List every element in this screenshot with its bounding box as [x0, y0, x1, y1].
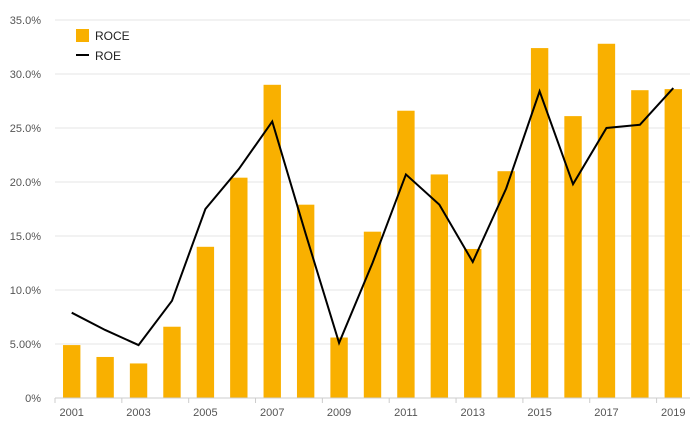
bar-roce-2019 [664, 89, 682, 399]
y-tick-label: 25.0% [10, 123, 41, 135]
x-tick-label: 2001 [59, 407, 83, 419]
y-tick-label: 20.0% [10, 177, 41, 189]
y-axis-ticks: 0% 5.00% 10.0% 15.0% 20.0% 25.0% 30.0% 35.0% [10, 15, 41, 405]
bar-roce-2004 [163, 326, 181, 398]
y-tick-label: 10.0% [10, 285, 41, 297]
y-tick-label: 35.0% [10, 15, 41, 27]
x-tick-label: 2009 [327, 407, 351, 419]
bar-roce-2001 [63, 345, 81, 398]
bar-roce-2007 [263, 84, 281, 399]
x-tick-label: 2011 [394, 407, 418, 419]
bar-roce-2009 [330, 337, 348, 398]
x-tick-label: 2005 [193, 407, 217, 419]
bar-roce-2005 [196, 246, 215, 398]
x-tick-label: 2015 [527, 407, 551, 419]
bar-roce-2015 [530, 48, 549, 399]
x-tick-label: 2019 [661, 407, 685, 419]
legend-label-roe: ROE [95, 49, 121, 63]
y-tick-label: 5.00% [10, 339, 41, 351]
x-axis-ticks: 2001 2003 2005 2007 2009 2011 2013 2015 2017 2019 [54, 398, 686, 419]
bar-roce-2018 [631, 90, 649, 398]
legend-label-roce: ROCE [95, 29, 130, 43]
y-tick-label: 0% [25, 393, 41, 405]
roce-bars [63, 43, 682, 399]
y-tick-label: 15.0% [10, 231, 41, 243]
x-tick-label: 2003 [126, 407, 150, 419]
bar-roce-2003 [129, 363, 148, 398]
y-tick-label: 30.0% [10, 69, 41, 81]
bar-roce-2010 [363, 231, 382, 398]
bar-roce-2008 [296, 204, 315, 398]
bar-roce-2011 [397, 110, 415, 398]
x-tick-label: 2013 [461, 407, 485, 419]
x-tick-label: 2017 [594, 407, 618, 419]
bar-roce-2012 [430, 174, 449, 398]
legend: ROCE ROE [76, 29, 130, 63]
bar-roce-2006 [230, 177, 248, 398]
bar-roce-2002 [96, 356, 114, 398]
legend-swatch-roce [76, 29, 89, 42]
x-tick-label: 2007 [260, 407, 284, 419]
bar-roce-2013 [464, 248, 482, 398]
bar-roce-2014 [497, 171, 515, 398]
bar-roce-2016 [564, 116, 582, 399]
roe-line-layer [71, 87, 675, 347]
bar-roce-2017 [597, 43, 616, 398]
